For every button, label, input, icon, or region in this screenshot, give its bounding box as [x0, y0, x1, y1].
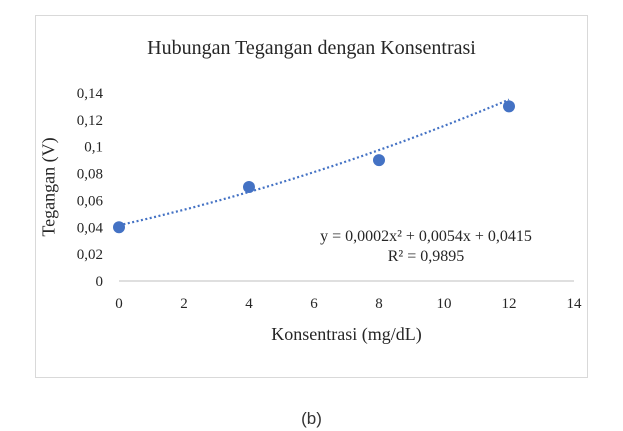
x-tick-label: 12	[502, 296, 517, 312]
trendline-equation: y = 0,0002x² + 0,0054x + 0,0415	[320, 228, 532, 245]
trendline-annotation: y = 0,0002x² + 0,0054x + 0,0415 R² = 0,9…	[290, 227, 562, 267]
trendline-r2: R² = 0,9895	[387, 248, 465, 265]
y-tick-label: 0,02	[77, 247, 103, 263]
trendline	[118, 98, 510, 227]
chart-frame	[35, 15, 588, 378]
data-point	[503, 100, 515, 113]
y-tick-label: 0,12	[77, 113, 103, 129]
x-tick-label: 4	[245, 296, 253, 312]
x-axis-label: Konsentrasi (mg/dL)	[271, 324, 422, 344]
y-tick-label: 0,1	[84, 140, 103, 156]
data-point	[243, 181, 255, 193]
y-tick-label: 0,06	[77, 193, 104, 209]
x-tick-label: 8	[375, 296, 383, 312]
x-tick-label: 6	[310, 296, 318, 312]
data-point	[113, 221, 125, 234]
y-tick-label: 0,08	[77, 167, 103, 183]
y-tick-label: 0,14	[77, 86, 104, 102]
x-tick-label: 2	[180, 296, 188, 312]
y-tick-label: 0,04	[77, 220, 104, 236]
x-tick-label: 10	[437, 296, 452, 312]
chart-title: Hubungan Tegangan dengan Konsentrasi	[147, 37, 476, 59]
y-tick-label: 0	[96, 274, 104, 290]
x-tick-label: 14	[567, 296, 583, 312]
y-axis-label: Tegangan (V)	[38, 137, 59, 237]
figure-caption: (b)	[301, 409, 322, 428]
x-tick-label: 0	[115, 296, 123, 312]
data-point	[373, 154, 385, 167]
